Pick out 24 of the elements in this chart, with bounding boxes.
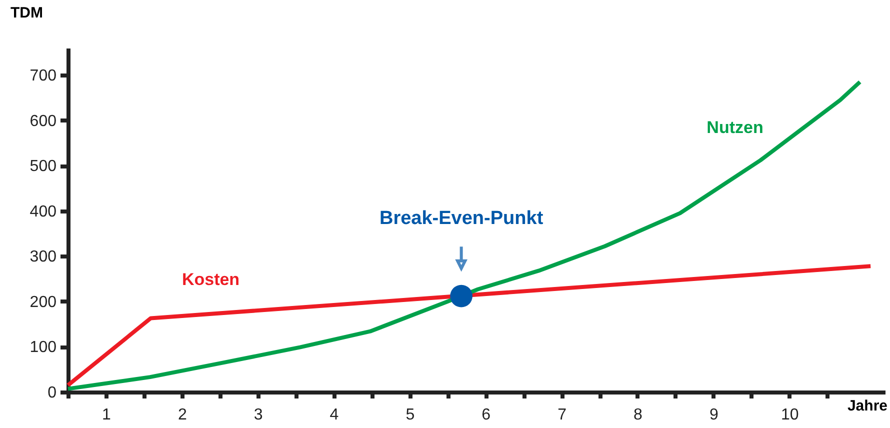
series-label: Nutzen bbox=[706, 118, 764, 138]
y-tick-label: 100 bbox=[30, 339, 57, 356]
y-tick-label: 500 bbox=[30, 158, 57, 176]
x-tick-label: 6 bbox=[482, 406, 491, 424]
x-tick-label: 1 bbox=[102, 406, 112, 424]
x-tick-label: 4 bbox=[330, 406, 339, 424]
y-tick-label: 300 bbox=[30, 248, 57, 266]
y-tick-label: 600 bbox=[30, 112, 57, 130]
x-tick-label: 3 bbox=[254, 406, 263, 424]
annotation: Break-Even-Punkt bbox=[379, 208, 544, 230]
y-tick-label: 200 bbox=[30, 294, 57, 311]
x-tick-label: 7 bbox=[558, 406, 567, 424]
x-axis-title: Jahre bbox=[847, 398, 888, 414]
y-axis-title: TDM bbox=[10, 4, 43, 22]
y-tick-label: 700 bbox=[30, 68, 57, 85]
x-tick-label: 9 bbox=[709, 406, 718, 424]
x-tick-label: 5 bbox=[406, 406, 415, 424]
y-tick-label: 0 bbox=[48, 384, 57, 402]
line-series bbox=[66, 80, 862, 391]
series-label: Kosten bbox=[182, 270, 240, 290]
x-tick-label: 10 bbox=[780, 406, 799, 424]
x-tick-label: 8 bbox=[634, 406, 643, 424]
y-tick-label: 400 bbox=[30, 203, 57, 220]
x-tick-label: 2 bbox=[178, 406, 187, 424]
